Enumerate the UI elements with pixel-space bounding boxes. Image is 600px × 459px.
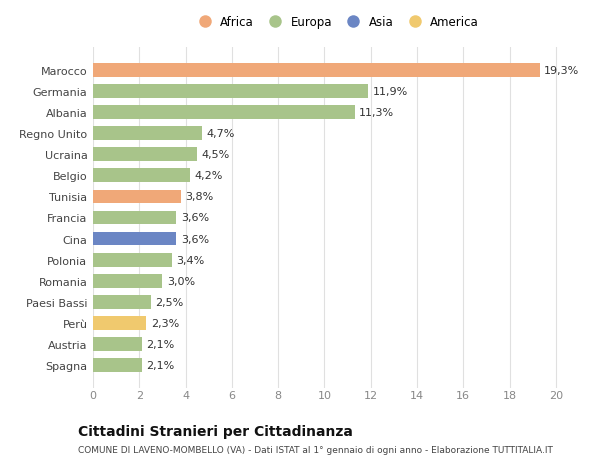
Text: 3,4%: 3,4%: [176, 255, 205, 265]
Text: COMUNE DI LAVENO-MOMBELLO (VA) - Dati ISTAT al 1° gennaio di ogni anno - Elabora: COMUNE DI LAVENO-MOMBELLO (VA) - Dati IS…: [78, 445, 553, 454]
Text: 2,3%: 2,3%: [151, 319, 179, 328]
Legend: Africa, Europa, Asia, America: Africa, Europa, Asia, America: [191, 13, 481, 31]
Bar: [93, 169, 190, 183]
Bar: [93, 127, 202, 140]
Bar: [93, 85, 368, 98]
Bar: [93, 317, 146, 330]
Text: 2,5%: 2,5%: [155, 297, 184, 308]
Bar: [93, 253, 172, 267]
Bar: [93, 148, 197, 162]
Text: 4,2%: 4,2%: [195, 171, 223, 181]
Bar: [93, 274, 163, 288]
Text: 3,6%: 3,6%: [181, 234, 209, 244]
Bar: [93, 190, 181, 204]
Text: 4,7%: 4,7%: [206, 129, 235, 139]
Bar: [93, 338, 142, 351]
Bar: [93, 232, 176, 246]
Text: 3,0%: 3,0%: [167, 276, 195, 286]
Bar: [93, 211, 176, 225]
Bar: [93, 106, 355, 119]
Text: 11,9%: 11,9%: [373, 87, 408, 96]
Text: Cittadini Stranieri per Cittadinanza: Cittadini Stranieri per Cittadinanza: [78, 425, 353, 438]
Text: 3,8%: 3,8%: [185, 192, 214, 202]
Text: 11,3%: 11,3%: [359, 108, 394, 118]
Bar: [93, 359, 142, 372]
Bar: [93, 296, 151, 309]
Text: 3,6%: 3,6%: [181, 213, 209, 223]
Text: 4,5%: 4,5%: [202, 150, 230, 160]
Bar: [93, 64, 539, 77]
Text: 2,1%: 2,1%: [146, 340, 175, 349]
Text: 19,3%: 19,3%: [544, 66, 580, 75]
Text: 2,1%: 2,1%: [146, 361, 175, 370]
